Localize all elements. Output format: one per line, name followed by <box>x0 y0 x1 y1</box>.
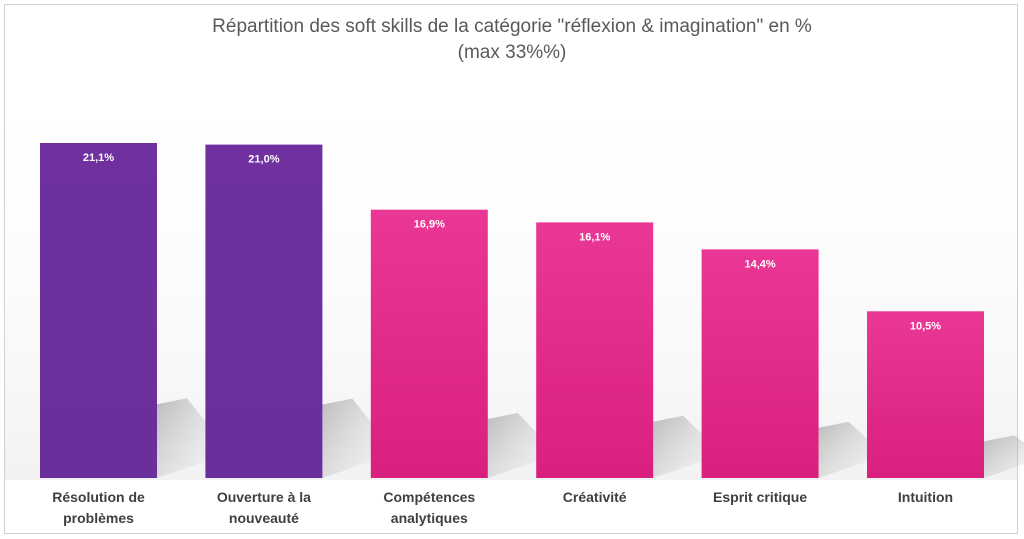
bar-shadow <box>818 421 877 478</box>
bar-value-label: 16,9% <box>414 219 445 231</box>
category-labels: Résolution de problèmes Ouverture à la nouv… <box>52 489 953 526</box>
bar-shadows <box>157 398 1024 478</box>
bar-value-label: 10,5% <box>910 320 941 332</box>
bar-value-label: 21,1% <box>83 152 114 164</box>
bar <box>40 143 157 478</box>
value-labels: 21,1% 21,0% 16,9% 16,1% 14,4% 10,5% <box>83 152 941 332</box>
bar-shadow <box>322 398 381 478</box>
bars <box>40 143 984 478</box>
category-label: Esprit critique <box>713 489 807 505</box>
category-label: Intuition <box>898 489 953 505</box>
bar-shadow <box>984 435 1024 478</box>
bar <box>701 249 819 478</box>
bar-value-label: 16,1% <box>579 231 610 243</box>
bar-value-label: 21,0% <box>248 154 279 166</box>
bar-shadow <box>157 398 216 478</box>
bar <box>867 311 984 478</box>
category-label: Ouverture à la nouveauté <box>217 489 311 526</box>
bar-shadow <box>487 412 547 478</box>
category-label: Créativité <box>563 489 627 505</box>
bar <box>205 144 323 478</box>
chart-title: Répartition des soft skills de la catégo… <box>212 16 812 37</box>
chart-subtitle: (max 33%%) <box>458 42 567 63</box>
category-label: Compétences analytiques <box>383 489 475 526</box>
category-label: Résolution de problèmes <box>52 489 145 526</box>
bar-value-label: 14,4% <box>744 258 775 270</box>
bar <box>370 209 488 478</box>
bar <box>536 222 654 478</box>
bar-shadow <box>653 415 712 478</box>
